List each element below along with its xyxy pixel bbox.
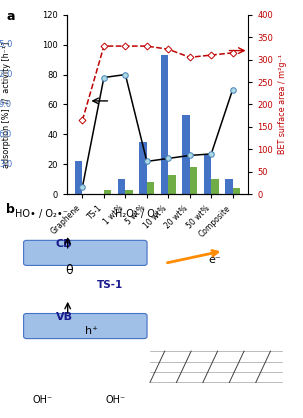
Bar xyxy=(147,182,154,194)
FancyBboxPatch shape xyxy=(24,240,147,265)
Bar xyxy=(190,167,197,194)
Text: VB: VB xyxy=(56,312,73,322)
Text: CB: CB xyxy=(56,239,72,249)
Bar xyxy=(211,179,219,194)
Bar xyxy=(182,115,190,194)
Text: θ: θ xyxy=(65,264,72,277)
Text: b: b xyxy=(6,203,15,216)
Y-axis label: adsorption [%]  //  activity [h⁻¹]: adsorption [%] // activity [h⁻¹] xyxy=(2,41,11,168)
Text: OH⁻: OH⁻ xyxy=(32,395,52,405)
FancyBboxPatch shape xyxy=(24,314,147,339)
Text: H₂O₂ / O₂: H₂O₂ / O₂ xyxy=(115,209,158,219)
Text: 15.0: 15.0 xyxy=(0,40,12,49)
Bar xyxy=(168,175,176,194)
Text: 3.0: 3.0 xyxy=(0,160,12,169)
Text: HO• / O₂•⁻: HO• / O₂•⁻ xyxy=(15,209,68,219)
Text: 12.0: 12.0 xyxy=(0,70,12,79)
Bar xyxy=(161,55,168,194)
Bar xyxy=(233,189,240,194)
Text: e⁻: e⁻ xyxy=(209,255,221,265)
Text: a: a xyxy=(6,10,15,23)
Text: OH⁻: OH⁻ xyxy=(106,395,126,405)
Bar xyxy=(139,142,147,194)
Y-axis label: BET surface area / m²g⁻¹: BET surface area / m²g⁻¹ xyxy=(278,54,287,155)
Bar xyxy=(225,179,233,194)
Bar xyxy=(125,190,133,194)
Text: h⁺: h⁺ xyxy=(85,326,98,336)
Text: 9.0: 9.0 xyxy=(0,100,12,109)
Text: TS-1: TS-1 xyxy=(97,280,123,291)
Bar xyxy=(118,179,125,194)
Bar xyxy=(104,190,112,194)
Bar xyxy=(204,154,211,194)
Bar xyxy=(75,161,82,194)
Text: 6.0: 6.0 xyxy=(0,130,12,139)
